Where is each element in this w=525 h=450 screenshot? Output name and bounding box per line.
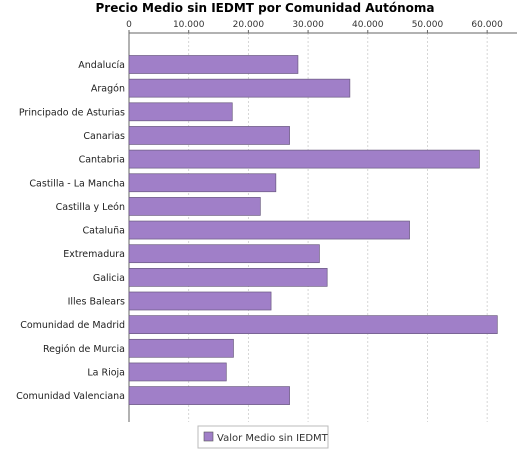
bar — [128, 55, 299, 74]
category-label: Principado de Asturias — [19, 107, 125, 118]
bar — [128, 78, 351, 98]
category-label: Cataluña — [82, 226, 125, 237]
x-tick-label: 20.000 — [233, 20, 265, 30]
bar — [128, 291, 272, 311]
category-label: Aragón — [91, 84, 125, 95]
x-tick-label: 40.000 — [352, 20, 384, 30]
bar — [128, 315, 498, 334]
bar — [128, 268, 328, 287]
category-labels: Andalucía Aragón Principado de Asturias Can… — [16, 60, 125, 402]
category-label: Castilla y León — [56, 202, 125, 213]
bar — [128, 220, 410, 240]
bar — [128, 173, 277, 193]
legend-frame — [197, 425, 329, 449]
bar — [128, 386, 290, 405]
category-label: Castilla - La Mancha — [29, 178, 125, 189]
legend-swatch — [203, 431, 214, 442]
legend-label: Valor Medio sin IEDMT — [217, 433, 329, 444]
x-tick-label: 0 — [126, 20, 132, 30]
category-label: La Rioja — [87, 367, 125, 378]
category-label: Cantabria — [79, 155, 125, 166]
category-label: Canarias — [83, 131, 125, 142]
category-label: Comunidad de Madrid — [20, 320, 125, 331]
category-label: Illes Balears — [68, 297, 125, 308]
category-label: Región de Murcia — [43, 344, 125, 355]
bar — [128, 149, 480, 169]
x-tick-label: 60.000 — [471, 20, 503, 30]
x-tick-label: 30.000 — [292, 20, 324, 30]
category-label: Comunidad Valenciana — [16, 391, 125, 402]
category-label: Extremadura — [63, 249, 125, 260]
legend: Valor Medio sin IEDMT — [197, 425, 329, 449]
bar — [128, 338, 234, 358]
chart-title: Precio Medio sin IEDMT por Comunidad Aut… — [96, 1, 435, 15]
category-label: Galicia — [93, 273, 125, 284]
bars-group — [128, 55, 498, 405]
bar — [128, 197, 261, 216]
x-tick-label: 10.000 — [173, 20, 205, 30]
bar — [128, 126, 290, 145]
bar — [128, 362, 227, 382]
category-label: Andalucía — [78, 60, 125, 71]
bar — [128, 244, 320, 264]
x-tick-label: 50.000 — [412, 20, 444, 30]
bar — [128, 102, 233, 122]
